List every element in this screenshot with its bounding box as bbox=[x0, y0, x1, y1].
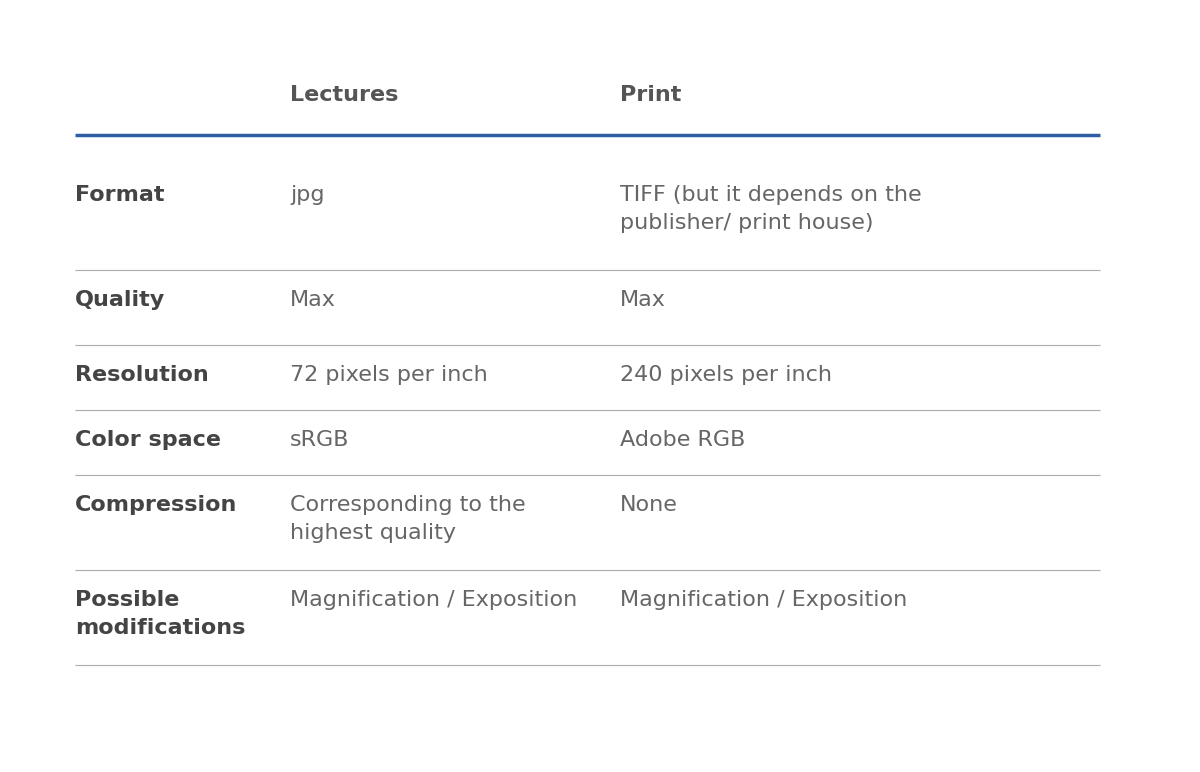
Text: Lectures: Lectures bbox=[290, 85, 398, 105]
Text: Possible
modifications: Possible modifications bbox=[74, 590, 245, 638]
Text: Adobe RGB: Adobe RGB bbox=[620, 430, 745, 450]
Text: Color space: Color space bbox=[74, 430, 221, 450]
Text: Magnification / Exposition: Magnification / Exposition bbox=[620, 590, 907, 610]
Text: Compression: Compression bbox=[74, 495, 238, 515]
Text: TIFF (but it depends on the
publisher/ print house): TIFF (but it depends on the publisher/ p… bbox=[620, 185, 922, 233]
Text: 240 pixels per inch: 240 pixels per inch bbox=[620, 365, 832, 385]
Text: None: None bbox=[620, 495, 678, 515]
Text: Print: Print bbox=[620, 85, 682, 105]
Text: Corresponding to the
highest quality: Corresponding to the highest quality bbox=[290, 495, 526, 543]
Text: Max: Max bbox=[290, 290, 336, 310]
Text: sRGB: sRGB bbox=[290, 430, 349, 450]
Text: Max: Max bbox=[620, 290, 666, 310]
Text: Resolution: Resolution bbox=[74, 365, 209, 385]
Text: Format: Format bbox=[74, 185, 164, 205]
Text: Quality: Quality bbox=[74, 290, 166, 310]
Text: Magnification / Exposition: Magnification / Exposition bbox=[290, 590, 577, 610]
Text: jpg: jpg bbox=[290, 185, 324, 205]
Text: 72 pixels per inch: 72 pixels per inch bbox=[290, 365, 487, 385]
